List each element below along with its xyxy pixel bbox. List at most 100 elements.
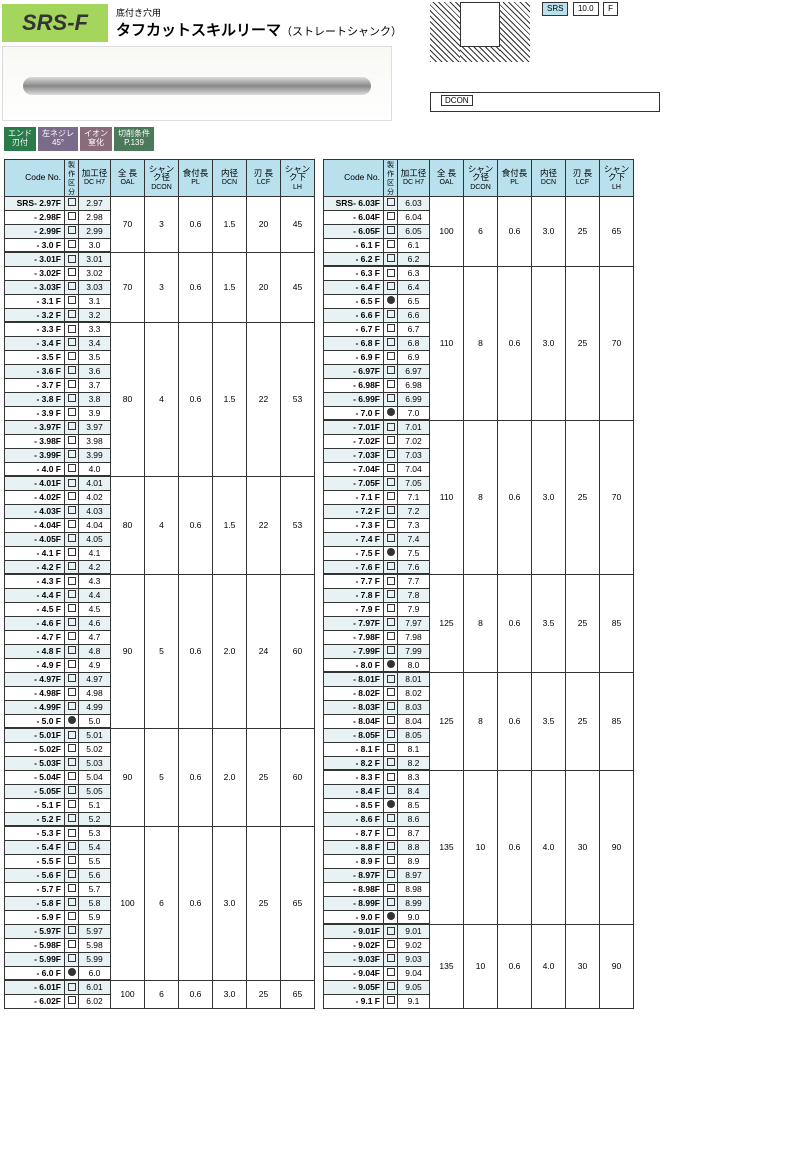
check-cell [65,644,79,658]
code-cell: - 7.02F [324,434,384,448]
dc-cell: 8.99 [398,896,430,910]
oal-cell: 70 [111,252,145,322]
tables-container: Code No.製作区分加工径DC H7全 長OALシャンク径DCON食付長PL… [0,159,800,1009]
dcn-cell: 3.5 [532,672,566,770]
dc-cell: 5.98 [79,938,111,952]
code-cell: - 7.1 F [324,490,384,504]
dc-cell: 3.0 [79,238,111,252]
oal-cell: 80 [111,322,145,476]
dc-cell: 8.4 [398,784,430,798]
checkbox-icon [387,758,395,766]
check-cell [384,896,398,910]
checkbox-icon [387,618,395,626]
dc-cell: 5.97 [79,924,111,938]
check-cell [384,476,398,490]
check-cell [384,630,398,644]
lh-cell: 85 [600,672,634,770]
code-cell: - 8.04F [324,714,384,728]
lh-cell: 70 [600,420,634,574]
checkbox-icon [68,688,76,696]
table-row: - 6.01F6.0110060.63.02565 [5,980,315,994]
dc-cell: 7.04 [398,462,430,476]
check-cell [65,826,79,840]
model-label: SRS-F [2,4,108,42]
checkbox-icon [68,856,76,864]
dc-cell: 6.97 [398,364,430,378]
dc-cell: 3.6 [79,364,111,378]
dcon-cell: 8 [464,420,498,574]
check-cell [65,896,79,910]
check-cell [384,910,398,924]
dcon-cell: 8 [464,574,498,672]
dc-cell: 7.9 [398,602,430,616]
column-header: Code No. [5,159,65,196]
code-cell: - 6.7 F [324,322,384,336]
check-cell [384,854,398,868]
code-cell: - 4.01F [5,476,65,490]
check-cell [65,364,79,378]
check-cell [65,602,79,616]
code-cell: - 3.0 F [5,238,65,252]
checkbox-icon [387,702,395,710]
code-cell: - 5.3 F [5,826,65,840]
checkbox-icon [68,800,76,808]
lh-cell: 53 [281,476,315,574]
code-cell: - 9.0 F [324,910,384,924]
check-cell [384,420,398,434]
checkbox-icon [387,856,395,864]
code-cell: - 5.05F [5,784,65,798]
code-cell: - 5.6 F [5,868,65,882]
check-cell [65,420,79,434]
checkbox-icon [68,898,76,906]
dc-cell: 8.03 [398,700,430,714]
check-cell [384,742,398,756]
lcf-cell: 25 [566,266,600,420]
checkbox-icon [387,744,395,752]
check-cell [384,210,398,224]
column-header: 内径DCN [532,159,566,196]
check-cell [384,308,398,322]
check-cell [65,938,79,952]
check-cell [384,266,398,280]
spec-boxes: SRS 10.0 F [540,2,618,62]
pl-cell: 0.6 [179,252,213,322]
code-cell: - 6.98F [324,378,384,392]
check-cell [384,336,398,350]
code-cell: - 5.1 F [5,798,65,812]
check-cell [65,392,79,406]
code-cell: - 3.98F [5,434,65,448]
lcf-cell: 25 [247,980,281,1008]
code-cell: - 9.1 F [324,994,384,1008]
code-cell: - 6.02F [5,994,65,1008]
dot-icon [387,912,395,920]
checkbox-icon [387,464,395,472]
check-cell [384,756,398,770]
checkbox-icon [387,688,395,696]
code-cell: - 5.4 F [5,840,65,854]
dcon-cell: 8 [464,672,498,770]
check-cell [65,616,79,630]
checkbox-icon [387,394,395,402]
jp-title: 底付き穴用 タフカットスキルリーマ（ストレートシャンク） [108,2,410,44]
table-row: - 6.3 F6.311080.63.02570 [324,266,634,280]
code-cell: - 4.4 F [5,588,65,602]
checkbox-icon [68,731,76,739]
check-cell [65,728,79,742]
checkbox-icon [387,814,395,822]
check-cell [384,350,398,364]
checkbox-icon [68,829,76,837]
dc-cell: 4.4 [79,588,111,602]
check-cell [65,756,79,770]
checkbox-icon [387,577,395,585]
checkbox-icon [387,282,395,290]
check-cell [384,462,398,476]
checkbox-icon [387,254,395,262]
oal-cell: 135 [430,770,464,924]
lh-cell: 45 [281,196,315,252]
oal-cell: 125 [430,574,464,672]
dc-cell: 7.5 [398,546,430,560]
checkbox-icon [68,352,76,360]
code-cell: - 3.01F [5,252,65,266]
code-cell: - 3.03F [5,280,65,294]
check-cell [65,924,79,938]
